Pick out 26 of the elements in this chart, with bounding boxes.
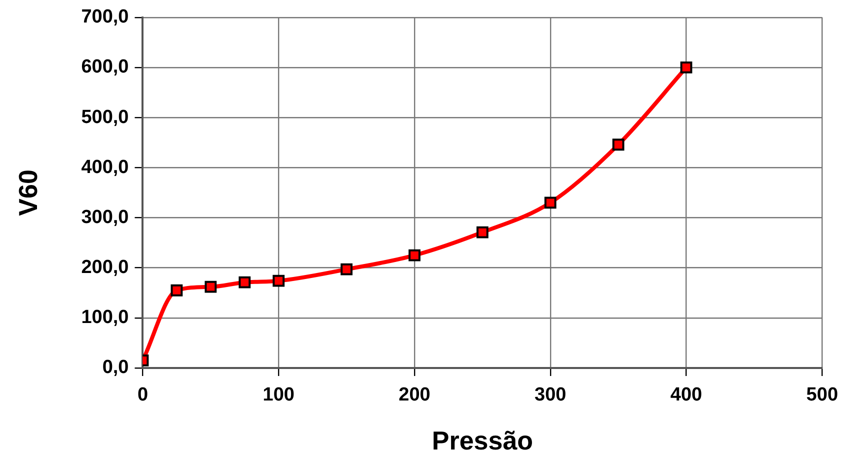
y-tick-label: 500,0	[81, 106, 129, 128]
point	[272, 274, 285, 287]
x-tick-label: 500	[806, 384, 838, 406]
point	[170, 284, 183, 296]
y-tick-label: 0,0	[102, 357, 129, 378]
y-tick-label: 400,0	[81, 156, 129, 178]
x-tick-label: 100	[262, 384, 294, 406]
point	[476, 226, 488, 238]
y-axis-title: V60	[12, 170, 43, 216]
x-tick-label: 0	[137, 384, 148, 406]
x-tick-label: 400	[670, 384, 702, 406]
y-tick-label: 300,0	[81, 206, 129, 228]
point	[340, 263, 353, 276]
y-tick-label: 200,0	[81, 257, 129, 278]
point	[544, 196, 556, 209]
point	[408, 249, 420, 262]
y-tick-label: 700,0	[81, 6, 129, 28]
point	[612, 138, 624, 151]
y-tick-label: 600,0	[81, 56, 129, 78]
point	[204, 280, 217, 293]
x-axis-title: Pressão	[432, 426, 534, 456]
x-tick-label: 200	[398, 384, 430, 406]
y-tick-label: 100,0	[81, 307, 129, 328]
x-tick-label: 300	[534, 384, 566, 406]
point	[680, 62, 692, 74]
point	[238, 276, 251, 288]
